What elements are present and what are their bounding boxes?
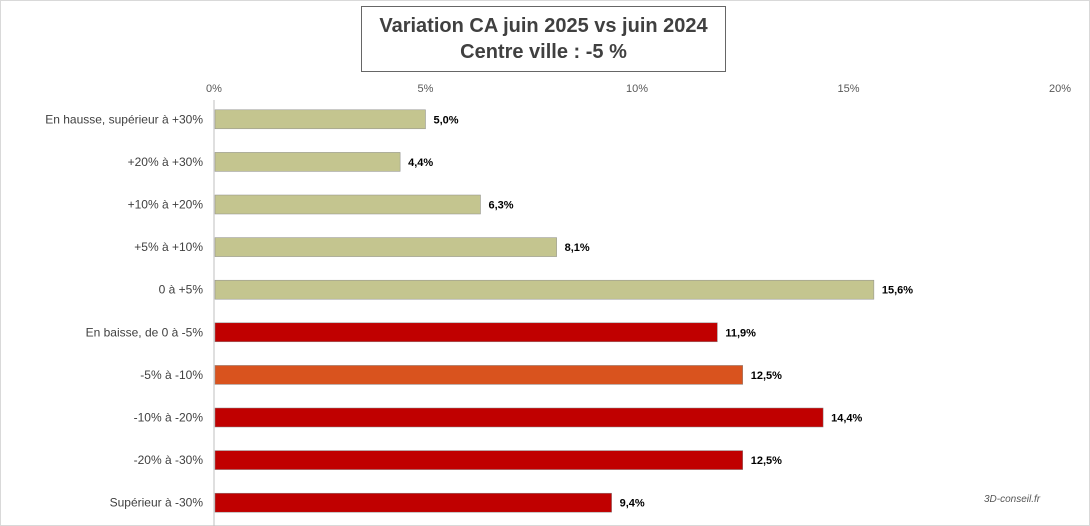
bar [214, 279, 875, 300]
category-label: En hausse, supérieur à +30% [45, 112, 203, 126]
data-label: 9,4% [620, 498, 645, 510]
category-label: +10% à +20% [128, 198, 204, 212]
data-label: 5,0% [434, 114, 459, 126]
chart-title-box: Variation CA juin 2025 vs juin 2024 Cent… [361, 6, 726, 72]
bar [214, 492, 612, 513]
x-tick-label: 5% [418, 83, 434, 95]
bar [214, 450, 743, 470]
bar [214, 194, 481, 215]
bar [214, 322, 718, 343]
data-label: 14,4% [831, 413, 862, 425]
data-label: 4,4% [408, 157, 433, 169]
bar [214, 109, 426, 130]
x-tick-label: 10% [626, 83, 648, 95]
data-label: 12,5% [751, 370, 782, 382]
category-label: En baisse, de 0 à -5% [86, 325, 204, 339]
category-label: Supérieur à -30% [110, 496, 204, 510]
bar [214, 365, 743, 385]
bar [214, 237, 557, 257]
bar [214, 407, 824, 428]
bar [214, 152, 401, 172]
chart-subtitle: Centre ville : -5 % [460, 41, 627, 63]
x-tick-label: 20% [1049, 83, 1071, 95]
watermark: 3D-conseil.fr [984, 494, 1041, 505]
chart-title: Variation CA juin 2025 vs juin 2024 [379, 15, 708, 37]
data-label: 8,1% [565, 242, 590, 254]
category-label: 0 à +5% [159, 283, 204, 297]
category-label: -5% à -10% [140, 368, 203, 382]
category-label: -10% à -20% [134, 411, 204, 425]
x-tick-label: 0% [206, 83, 222, 95]
data-label: 15,6% [882, 285, 913, 297]
data-label: 6,3% [488, 200, 513, 212]
category-label: -20% à -30% [134, 453, 204, 467]
data-label: 11,9% [725, 327, 756, 339]
data-label: 12,5% [751, 455, 782, 467]
category-label: +5% à +10% [134, 240, 203, 254]
x-tick-label: 15% [837, 83, 859, 95]
category-label: +20% à +30% [128, 155, 204, 169]
